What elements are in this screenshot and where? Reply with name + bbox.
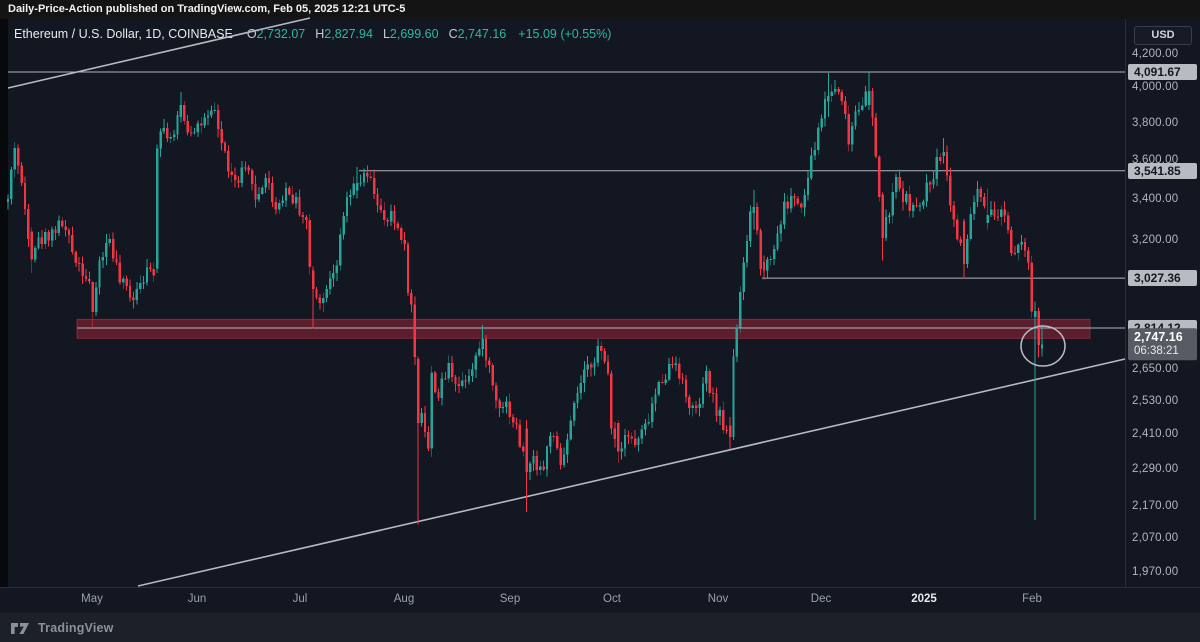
level-price-chip-3,027.36: 3,027.36 (1128, 270, 1197, 287)
price-axis-separator (1125, 19, 1126, 587)
current-price-chip: 2,747.16 06:38:21 (1128, 328, 1197, 361)
daily-change: +15.09 (+0.55%) (518, 27, 612, 41)
tradingview-brand-text: TradingView (38, 620, 114, 635)
month-label-Feb: Feb (1022, 593, 1042, 605)
ohlc-high: H2,827.94 (315, 27, 373, 41)
month-label-Aug: Aug (393, 593, 415, 605)
tradingview-logo-icon (11, 622, 29, 634)
price-tick-3600: 3,600.00 (1132, 153, 1179, 166)
price-tick-2530: 2,530.00 (1132, 394, 1179, 407)
month-label-Nov: Nov (707, 593, 729, 605)
month-label-Jul: Jul (292, 593, 308, 605)
attribution-footer: TradingView (0, 613, 1200, 642)
symbol-title: Ethereum / U.S. Dollar, 1D, COINBASE (14, 27, 233, 41)
price-tick-2070: 2,070.00 (1132, 532, 1179, 545)
month-label-Dec: Dec (810, 593, 832, 605)
price-tick-3200: 3,200.00 (1132, 234, 1179, 247)
publication-banner-text: Daily-Price-Action published on TradingV… (8, 3, 406, 15)
ohlc-low: L2,699.60 (382, 27, 439, 41)
ohlc-close: C2,747.16 (448, 27, 507, 41)
price-tick-1970: 1,970.00 (1132, 565, 1179, 578)
month-label-Oct: Oct (603, 593, 621, 605)
time-axis-separator (0, 587, 1200, 588)
month-label-Sep: Sep (499, 593, 521, 605)
chart-pane[interactable]: Ethereum / U.S. Dollar, 1D, COINBASE O2,… (0, 19, 1200, 613)
price-tick-3400: 3,400.00 (1132, 192, 1179, 205)
month-label-May: May (81, 593, 103, 605)
bar-countdown: 06:38:21 (1134, 345, 1179, 358)
price-tick-3800: 3,800.00 (1132, 116, 1179, 129)
symbol-ohlc-bar[interactable]: Ethereum / U.S. Dollar, 1D, COINBASE O2,… (14, 25, 611, 43)
left-edge-strip (0, 19, 8, 613)
time-axis[interactable]: May Jun Jul Aug Sep Oct Nov Dec 2025 Feb (0, 588, 1200, 613)
level-price-chip-3,541.85: 3,541.85 (1128, 162, 1197, 179)
month-label-2025: 2025 (911, 593, 937, 605)
current-price-value: 2,747.16 (1134, 330, 1183, 345)
price-tick-2170: 2,170.00 (1132, 499, 1179, 512)
currency-toggle-button[interactable]: USD (1134, 26, 1192, 45)
price-tick-2410: 2,410.00 (1132, 428, 1179, 441)
publication-banner: Daily-Price-Action published on TradingV… (0, 0, 1200, 19)
level-price-chip-4,091.67: 4,091.67 (1128, 64, 1197, 80)
price-tick-2650: 2,650.00 (1132, 363, 1179, 376)
price-axis[interactable]: 1,970.00 2,070.00 2,170.00 2,290.00 2,410.00… (1126, 19, 1200, 587)
price-tick-4000: 4,000.00 (1132, 81, 1179, 94)
ohlc-open: O2,732.07 (246, 27, 306, 41)
price-tick-4200: 4,200.00 (1132, 48, 1179, 61)
price-tick-2290: 2,290.00 (1132, 462, 1179, 475)
month-label-Jun: Jun (187, 593, 207, 605)
